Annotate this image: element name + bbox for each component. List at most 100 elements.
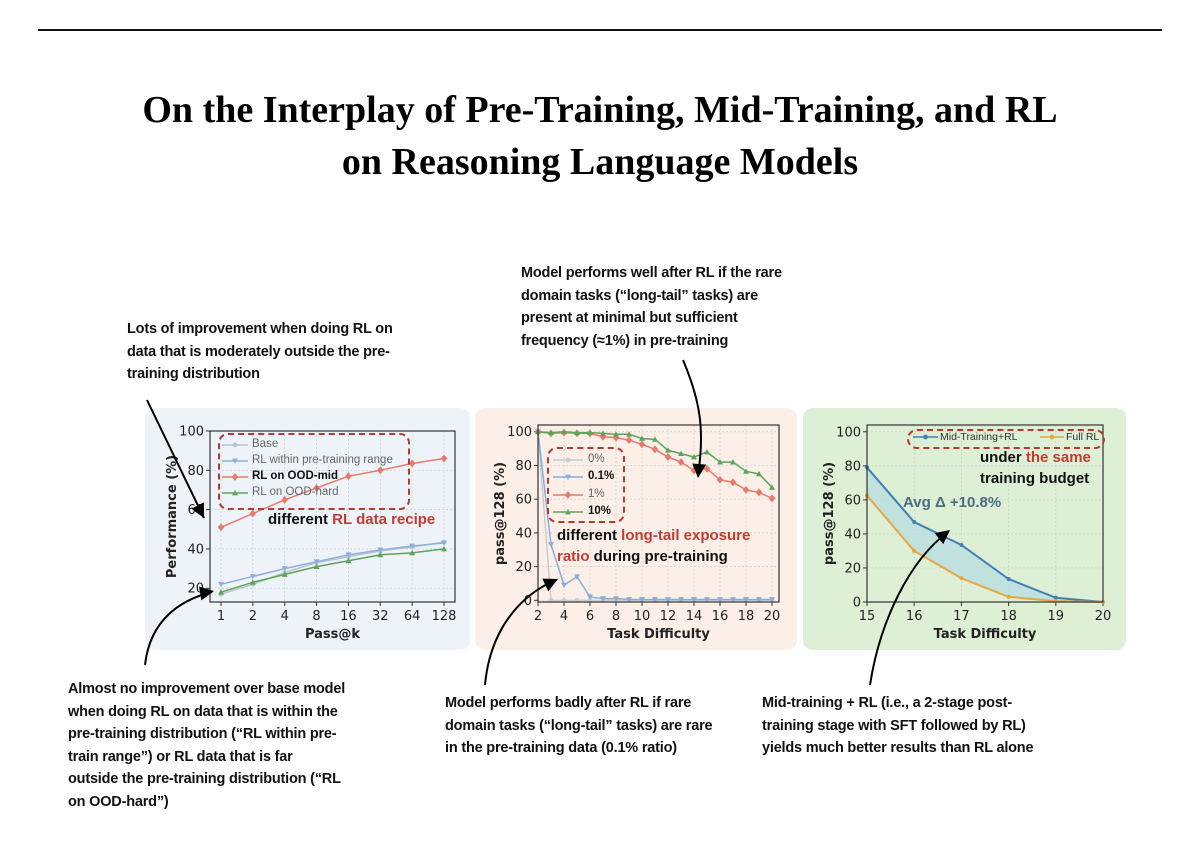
data-point	[664, 453, 672, 461]
x-tick-label: 14	[686, 609, 703, 624]
panel-rl-data-recipe	[145, 408, 470, 650]
chart3-note-line2: training budget	[980, 470, 1090, 487]
chart-1: 124816326412820406080100Pass@kPerformanc…	[165, 425, 456, 643]
y-tick-label: 100	[836, 425, 861, 440]
x-axis-label: Task Difficulty	[607, 627, 710, 642]
x-axis-label: Task Difficulty	[934, 627, 1037, 642]
data-point	[574, 574, 580, 580]
data-point	[613, 431, 619, 437]
data-point	[652, 436, 658, 442]
data-point	[377, 547, 384, 553]
data-point	[768, 494, 776, 503]
legend-0pct: 0%	[588, 453, 605, 465]
data-point	[587, 594, 593, 600]
data-point	[249, 579, 256, 585]
y-tick-label: 100	[507, 425, 532, 440]
series-0-1-	[535, 429, 775, 603]
x-tick-label: 1	[217, 609, 225, 624]
data-point	[756, 470, 762, 477]
data-point	[231, 473, 239, 481]
plot-frame	[209, 430, 456, 603]
legend-rl-within: RL within pre-training range	[252, 454, 393, 466]
annotation-line: yields much better results than RL alone	[762, 740, 1034, 756]
annotation-line: outside the pre-training distribution (“…	[68, 771, 341, 787]
data-point	[626, 431, 632, 437]
gap-area	[867, 467, 1103, 602]
y-tick-label: 20	[844, 561, 861, 576]
data-point	[690, 466, 698, 475]
x-tick-label: 4	[560, 609, 568, 624]
x-tick-label: 18	[738, 609, 755, 624]
y-tick-label: 100	[179, 425, 204, 440]
title-line-1: On the Interplay of Pre-Training, Mid-Tr…	[142, 89, 1058, 131]
annotation-bottom-middle: Model performs badly after RL if rare do…	[445, 692, 713, 760]
data-point	[409, 549, 416, 556]
legend-0-1pct: 0.1%	[588, 470, 615, 482]
x-tick-label: 6	[586, 609, 594, 624]
series-rl-on-ood-mid	[217, 454, 448, 532]
data-point	[625, 436, 633, 445]
legend-box-3	[907, 429, 1105, 449]
y-tick-label: 60	[844, 493, 861, 508]
annotation-line: domain tasks (“long-tail” tasks) are rar…	[445, 717, 713, 734]
annotation-bottom-left: Almost no improvement over base model wh…	[68, 678, 345, 813]
data-point	[704, 597, 710, 603]
data-point	[232, 458, 238, 464]
arrow-head-icon	[934, 530, 950, 545]
x-tick-label: 10	[634, 609, 651, 624]
chart-3: 15 16 17 18 19 20 0 20 40 60 80 100 Task Difficulty p…	[822, 424, 1111, 642]
data-point	[313, 484, 320, 492]
x-tick-label: 8	[312, 609, 320, 624]
series-10-	[535, 428, 775, 490]
data-point	[678, 597, 684, 603]
arrow-head-icon	[198, 586, 214, 601]
data-point	[281, 495, 289, 504]
annotation-line: train range”) or RL data that is far	[68, 748, 293, 765]
data-point	[923, 434, 928, 440]
data-point	[756, 597, 762, 603]
panel-long-tail-exposure	[475, 408, 797, 650]
y-tick-label: 80	[844, 459, 861, 474]
chart2-note-line2: ratio during pre-training	[557, 548, 728, 565]
x-tick-label: 17	[953, 609, 970, 624]
legend-ood-mid: RL on OOD-mid	[252, 470, 339, 482]
annotation-bottom-right: Mid-training + RL (i.e., a 2-stage post-…	[762, 692, 1034, 760]
data-point	[561, 428, 567, 435]
x-tick-label: 16	[712, 609, 729, 624]
data-point	[703, 464, 711, 473]
data-point	[652, 597, 658, 603]
y-tick-label: 80	[187, 464, 204, 479]
annotation-line: Almost no improvement over base model	[68, 681, 346, 697]
data-point	[755, 488, 763, 497]
y-axis-label: pass@128 (%)	[493, 462, 508, 565]
data-point	[599, 432, 607, 441]
arrow-head-icon	[191, 502, 204, 518]
annotation-line: training distribution	[127, 366, 260, 382]
data-point	[1006, 577, 1011, 582]
series-line	[220, 457, 445, 528]
series-mid-training-rl	[865, 465, 1105, 604]
y-tick-label: 0	[853, 596, 861, 611]
data-point	[408, 459, 416, 468]
x-tick-label: 16	[906, 609, 923, 624]
data-point	[345, 557, 352, 564]
data-point	[441, 545, 447, 552]
note-highlight: long-tail exposure	[621, 527, 751, 544]
data-point	[313, 559, 320, 565]
x-tick-label: 20	[764, 609, 781, 624]
note-text: different	[557, 527, 622, 544]
data-point	[548, 429, 554, 435]
data-point	[574, 429, 580, 435]
data-point	[912, 548, 917, 553]
data-point	[217, 523, 225, 532]
chart1-note: different RL data recipe	[268, 511, 435, 528]
data-point	[639, 435, 645, 441]
avg-delta-label: Avg Δ +10.8%	[903, 494, 1002, 511]
data-point	[548, 542, 554, 548]
annotation-line: in the pre-training data (0.1% ratio)	[445, 740, 677, 756]
series-line	[866, 494, 1104, 603]
data-point	[717, 597, 723, 603]
data-point	[218, 589, 224, 595]
